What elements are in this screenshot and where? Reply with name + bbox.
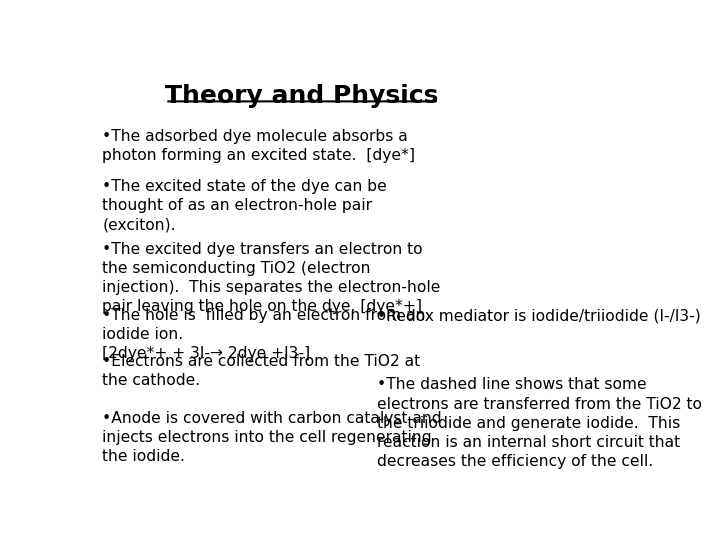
Text: •Anode is covered with carbon catalyst and
injects electrons into the cell regen: •Anode is covered with carbon catalyst a… <box>102 411 442 464</box>
Text: •The adsorbed dye molecule absorbs a
photon forming an excited state.  [dye*]: •The adsorbed dye molecule absorbs a pho… <box>102 129 415 164</box>
Text: •Redox mediator is iodide/triiodide (I-/I3-): •Redox mediator is iodide/triiodide (I-/… <box>377 308 701 323</box>
Text: •The excited state of the dye can be
thought of as an electron-hole pair
(excito: •The excited state of the dye can be tho… <box>102 179 387 233</box>
Text: Theory and Physics: Theory and Physics <box>166 84 438 107</box>
Text: •The hole is  filled by an electron from an
iodide ion.
[2dye*+ + 3I-→ 2dye +I3-: •The hole is filled by an electron from … <box>102 308 426 361</box>
Text: •Electrons are collected from the TiO2 at
the cathode.: •Electrons are collected from the TiO2 a… <box>102 354 420 388</box>
Text: •The dashed line shows that some
electrons are transferred from the TiO2 to
the : •The dashed line shows that some electro… <box>377 377 703 469</box>
Text: •The excited dye transfers an electron to
the semiconducting TiO2 (electron
inje: •The excited dye transfers an electron t… <box>102 241 441 314</box>
